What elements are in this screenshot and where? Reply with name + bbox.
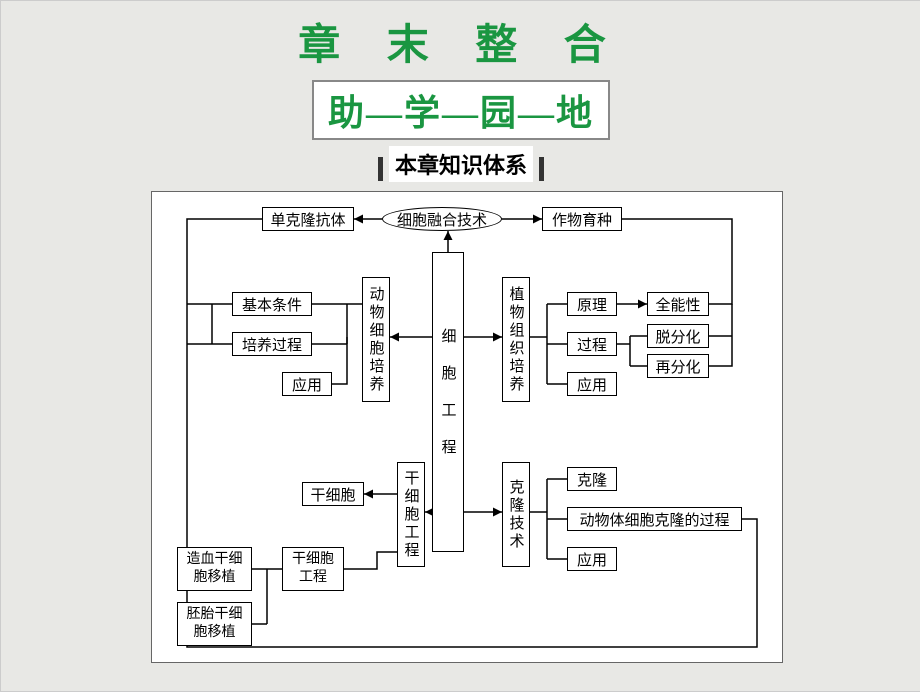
- node-embryo: 胚胎干细胞移植: [177, 602, 252, 646]
- section-title: 本章知识体系: [389, 146, 533, 182]
- node-stemeng_v: 干细胞工程: [397, 462, 425, 567]
- node-cell_eng: 细胞工程: [432, 252, 464, 552]
- node-animal: 动物细胞培养: [362, 277, 390, 402]
- node-rediff: 再分化: [647, 354, 709, 378]
- node-app1: 应用: [282, 372, 332, 396]
- node-fusion: 细胞融合技术: [382, 207, 502, 231]
- page-title: 章 末 整 合: [1, 1, 920, 72]
- node-stemeng: 干细胞工程: [282, 547, 344, 591]
- section-bar-right: [539, 157, 544, 181]
- node-dediff: 脱分化: [647, 324, 709, 348]
- section-bar-left: [378, 157, 383, 181]
- node-app3: 应用: [567, 547, 617, 571]
- node-principle: 原理: [567, 292, 617, 316]
- subtitle-wrap: 助—学—园—地: [1, 80, 920, 140]
- node-clone: 克隆: [567, 467, 617, 491]
- page: 章 末 整 合 助—学—园—地 本章知识体系 单克隆抗体 细胞融合技术 作物育种基本…: [0, 0, 920, 692]
- node-stemcell: 干细胞: [302, 482, 364, 506]
- section-wrap: 本章知识体系: [1, 146, 920, 182]
- node-monoclonal: 单克隆抗体: [262, 207, 354, 231]
- node-process: 培养过程: [232, 332, 312, 356]
- node-clone_tech: 克隆技术: [502, 462, 530, 567]
- node-totipotency: 全能性: [647, 292, 709, 316]
- node-animal_clone: 动物体细胞克隆的过程: [567, 507, 742, 531]
- diagram-connectors: [152, 192, 782, 662]
- node-plant: 植物组织培养: [502, 277, 530, 402]
- node-basic: 基本条件: [232, 292, 312, 316]
- node-breeding: 作物育种: [542, 207, 622, 231]
- subtitle: 助—学—园—地: [312, 80, 610, 140]
- node-app2: 应用: [567, 372, 617, 396]
- node-hemato: 造血干细胞移植: [177, 547, 252, 591]
- knowledge-diagram: 单克隆抗体 细胞融合技术 作物育种基本条件培养过程应用 动物细胞培养 细胞工程 植物组织培…: [151, 191, 783, 663]
- node-proc2: 过程: [567, 332, 617, 356]
